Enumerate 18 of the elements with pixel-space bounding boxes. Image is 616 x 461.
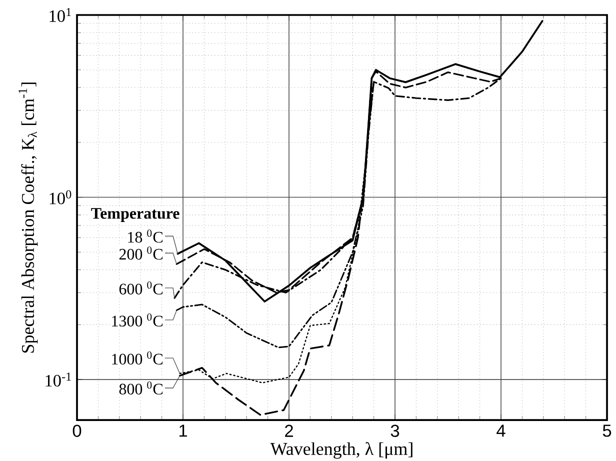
y-tick-label: 10$^{0}$ <box>50 190 72 204</box>
series-label: 800 $^{0}$C <box>119 381 162 395</box>
y-tick-label: 10$^{1}$ <box>50 8 71 22</box>
legend-title: Temperature <box>91 208 180 222</box>
x-tick-label: 3 <box>390 424 400 437</box>
series-label: 200 $^{0}$C <box>119 246 162 260</box>
series-label: 600 $^{0}$C <box>119 281 162 294</box>
x-tick-label: 4 <box>496 424 506 437</box>
x-axis-title: Wavelength, λ [μm] <box>270 442 412 459</box>
x-tick-label: 1 <box>180 424 187 437</box>
y-tick-label: 10$^{-1}$ <box>46 372 71 387</box>
series-label: 18 $^{0}$C <box>128 230 162 243</box>
series-label: 1000 $^{0}$C <box>112 352 162 365</box>
y-axis-title: Spectral Absorption Coeff., K$_{λ}$ [cm$^{-1}$] <box>18 82 38 353</box>
series-label: 1300 $^{0}$C <box>112 313 162 326</box>
x-tick-label: 0 <box>72 424 82 437</box>
x-tick-label: 5 <box>602 424 612 437</box>
x-tick-label: 2 <box>285 424 293 437</box>
